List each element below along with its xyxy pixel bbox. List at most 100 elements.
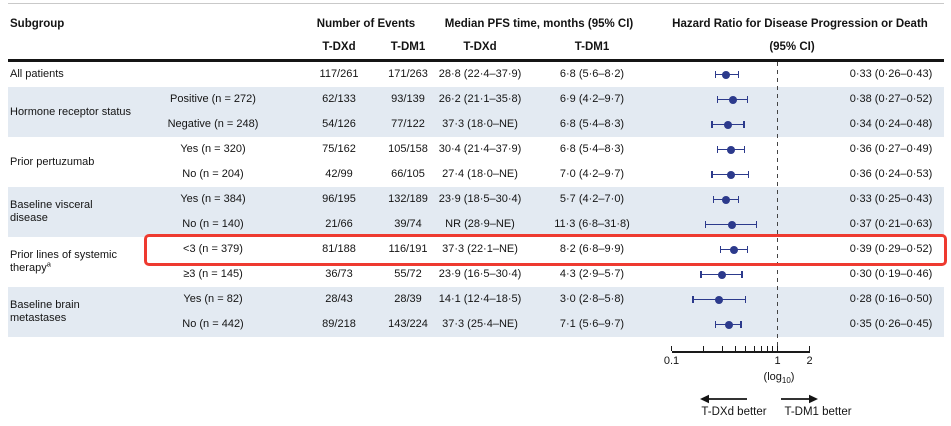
axis-tick xyxy=(760,346,762,351)
axis-tick xyxy=(734,346,736,351)
subgroup-label-text: Baseline brain metastases xyxy=(10,299,80,324)
footnote-marker: a xyxy=(46,259,51,269)
cell-category: No (n = 442) xyxy=(182,318,244,330)
cell-events-tdxd: 36/73 xyxy=(325,268,353,280)
axis-tick-label: 1 xyxy=(774,355,781,367)
ci-cap-high xyxy=(744,296,747,303)
cell-events-tdm1: 105/158 xyxy=(388,143,428,155)
cell-pfs-tdm1: 7·1 (5·6–9·7) xyxy=(559,318,625,330)
table-row: Yes (n = 82) 28/43 28/39 14·1 (12·4–18·5) 3·… xyxy=(8,287,944,312)
table-row: No (n = 140) 21/66 39/74 NR (28·9–NE) 11·3 (… xyxy=(8,212,944,237)
reference-line-hr1 xyxy=(776,62,779,352)
cell-hr-value: 0·34 (0·24–0·48) xyxy=(849,118,933,130)
table-row: <3 (n = 379) 81/188 116/191 37·3 (22·1–NE) 8… xyxy=(8,237,944,262)
cell-pfs-tdxd: 26·2 (21·1–35·8) xyxy=(438,93,522,105)
cell-events-tdm1: 116/191 xyxy=(388,243,428,255)
subheader-events-tdm1: T-DM1 xyxy=(390,41,426,53)
cell-category: Negative (n = 248) xyxy=(167,118,259,130)
cell-category: Yes (n = 82) xyxy=(183,293,243,305)
left-arrow-head-icon xyxy=(700,394,709,404)
cell-hr-value: 0·37 (0·21–0·63) xyxy=(849,218,933,230)
subgroup-label-text: Hormone receptor status xyxy=(10,105,132,118)
axis-scale-label: (log10) xyxy=(763,371,795,386)
table-row: 117/261 171/263 28·8 (22·4–37·9) 6·8 (5·6–8… xyxy=(8,62,944,87)
cell-hr-value: 0·33 (0·26–0·43) xyxy=(849,68,933,80)
cell-events-tdm1: 171/263 xyxy=(388,68,428,80)
header-rule xyxy=(8,59,944,62)
cell-category: Positive (n = 272) xyxy=(170,93,256,105)
subgroup-label-text: All patients xyxy=(10,68,64,80)
cell-category: Yes (n = 384) xyxy=(180,193,246,205)
axis-tick xyxy=(753,346,755,351)
cell-events-tdxd: 21/66 xyxy=(325,218,353,230)
cell-pfs-tdxd: 37·3 (22·1–NE) xyxy=(442,243,518,255)
subgroup-label-text: Prior lines of systemic therapya xyxy=(10,249,117,274)
subgroup-label: Baseline visceral disease xyxy=(10,187,132,237)
table-row: No (n = 442) 89/218 143/224 37·3 (25·4–NE) 7… xyxy=(8,312,944,337)
axis-tick xyxy=(721,346,723,351)
cell-hr-value: 0·30 (0·19–0·46) xyxy=(849,268,933,280)
column-header-hazard-ratio: Hazard Ratio for Disease Progression or … xyxy=(672,18,928,30)
cell-hr-value: 0·38 (0·27–0·52) xyxy=(849,93,933,105)
table-row: Negative (n = 248) 54/126 77/122 37·3 (18·0… xyxy=(8,112,944,137)
cell-pfs-tdm1: 7·0 (4·2–9·7) xyxy=(559,168,625,180)
cell-pfs-tdm1: 6·8 (5·4–8·3) xyxy=(559,143,625,155)
column-header-subgroup: Subgroup xyxy=(10,18,65,30)
cell-pfs-tdxd: 37·3 (18·0–NE) xyxy=(442,118,518,130)
cell-events-tdm1: 28/39 xyxy=(394,293,422,305)
cell-pfs-tdxd: 27·4 (18·0–NE) xyxy=(442,168,518,180)
subgroup-label-text: Baseline visceral disease xyxy=(10,199,93,224)
ci-cap-low xyxy=(714,321,717,328)
cell-category: No (n = 204) xyxy=(182,168,244,180)
hr-point xyxy=(718,270,727,279)
cell-pfs-tdm1: 5·7 (4·2–7·0) xyxy=(559,193,625,205)
ci-cap-high xyxy=(743,146,746,153)
cell-events-tdxd: 42/99 xyxy=(325,168,353,180)
right-arrow-head-icon xyxy=(809,394,818,404)
hr-point xyxy=(730,245,739,254)
table-row: ≥3 (n = 145) 36/73 55/72 23·9 (16·5–30·4) 4·… xyxy=(8,262,944,287)
left-arrow-label: T-DXd better xyxy=(701,406,767,418)
ci-cap-high xyxy=(746,96,749,103)
cell-events-tdm1: 66/105 xyxy=(391,168,425,180)
ci-cap-low xyxy=(716,96,718,103)
cell-hr-value: 0·28 (0·16–0·50) xyxy=(849,293,933,305)
subgroup-label: Prior lines of systemic therapya xyxy=(10,237,132,287)
cell-pfs-tdm1: 3·0 (2·8–5·8) xyxy=(559,293,625,305)
cell-events-tdm1: 55/72 xyxy=(394,268,422,280)
table-row: Positive (n = 272) 62/133 93/139 26·2 (21·1… xyxy=(8,87,944,112)
cell-pfs-tdxd: 14·1 (12·4–18·5) xyxy=(438,293,522,305)
cell-events-tdm1: 39/74 xyxy=(394,218,422,230)
cell-category: <3 (n = 379) xyxy=(183,243,243,255)
axis-tick-label: 0.1 xyxy=(663,355,680,367)
ci-cap-high xyxy=(737,71,740,78)
ci-cap-low xyxy=(704,221,707,228)
table-row: Yes (n = 320) 75/162 105/158 30·4 (21·4–37·… xyxy=(8,137,944,162)
cell-category: No (n = 140) xyxy=(182,218,244,230)
ci-cap-high xyxy=(755,221,758,228)
cell-pfs-tdxd: 28·8 (22·4–37·9) xyxy=(438,68,522,80)
axis-tick xyxy=(702,346,704,351)
cell-pfs-tdm1: 6·8 (5·4–8·3) xyxy=(559,118,625,130)
cell-category: ≥3 (n = 145) xyxy=(183,268,243,280)
hr-point xyxy=(722,195,731,204)
subgroup-label: All patients xyxy=(10,62,132,87)
ci-cap-high xyxy=(747,171,750,178)
ci-cap-high xyxy=(743,121,745,128)
subgroup-label: Prior pertuzumab xyxy=(10,137,132,187)
axis-tick-label: 2 xyxy=(806,355,813,367)
ci-cap-high xyxy=(746,246,749,253)
ci-cap-low xyxy=(700,271,702,278)
cell-events-tdxd: 54/126 xyxy=(322,118,356,130)
ci-cap-low xyxy=(719,246,722,253)
ci-cap-high xyxy=(741,271,743,278)
hr-point xyxy=(728,95,737,104)
subgroup-label: Baseline brain metastases xyxy=(10,287,132,337)
subheader-events-tdxd: T-DXd xyxy=(322,41,356,53)
cell-hr-value: 0·36 (0·27–0·49) xyxy=(849,143,933,155)
ci-cap-low xyxy=(712,196,715,203)
ci-cap-low xyxy=(711,121,713,128)
axis-tick xyxy=(671,346,672,351)
cell-events-tdxd: 81/188 xyxy=(322,243,356,255)
